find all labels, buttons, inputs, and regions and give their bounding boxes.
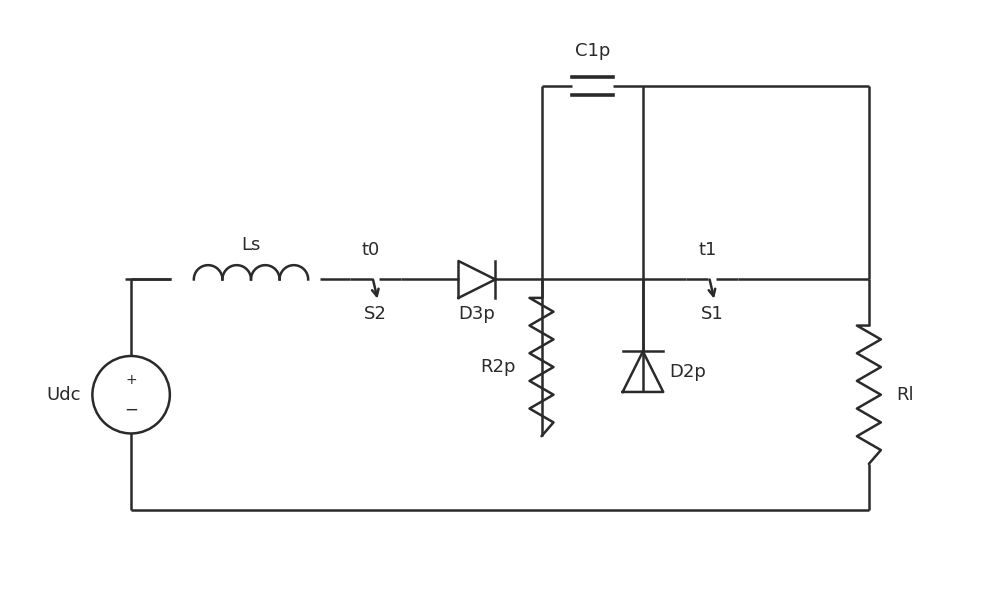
Text: R2p: R2p bbox=[480, 358, 516, 376]
Text: C1p: C1p bbox=[575, 42, 610, 60]
Text: t1: t1 bbox=[698, 241, 717, 259]
Text: −: − bbox=[124, 401, 138, 419]
Text: D3p: D3p bbox=[459, 306, 495, 323]
Text: t0: t0 bbox=[362, 241, 380, 259]
Text: Ls: Ls bbox=[241, 235, 261, 253]
Text: D2p: D2p bbox=[669, 362, 706, 381]
Text: Udc: Udc bbox=[46, 386, 80, 404]
Text: S2: S2 bbox=[364, 306, 387, 323]
Text: Rl: Rl bbox=[897, 386, 914, 404]
Text: +: + bbox=[125, 373, 137, 387]
Text: S1: S1 bbox=[701, 306, 723, 323]
